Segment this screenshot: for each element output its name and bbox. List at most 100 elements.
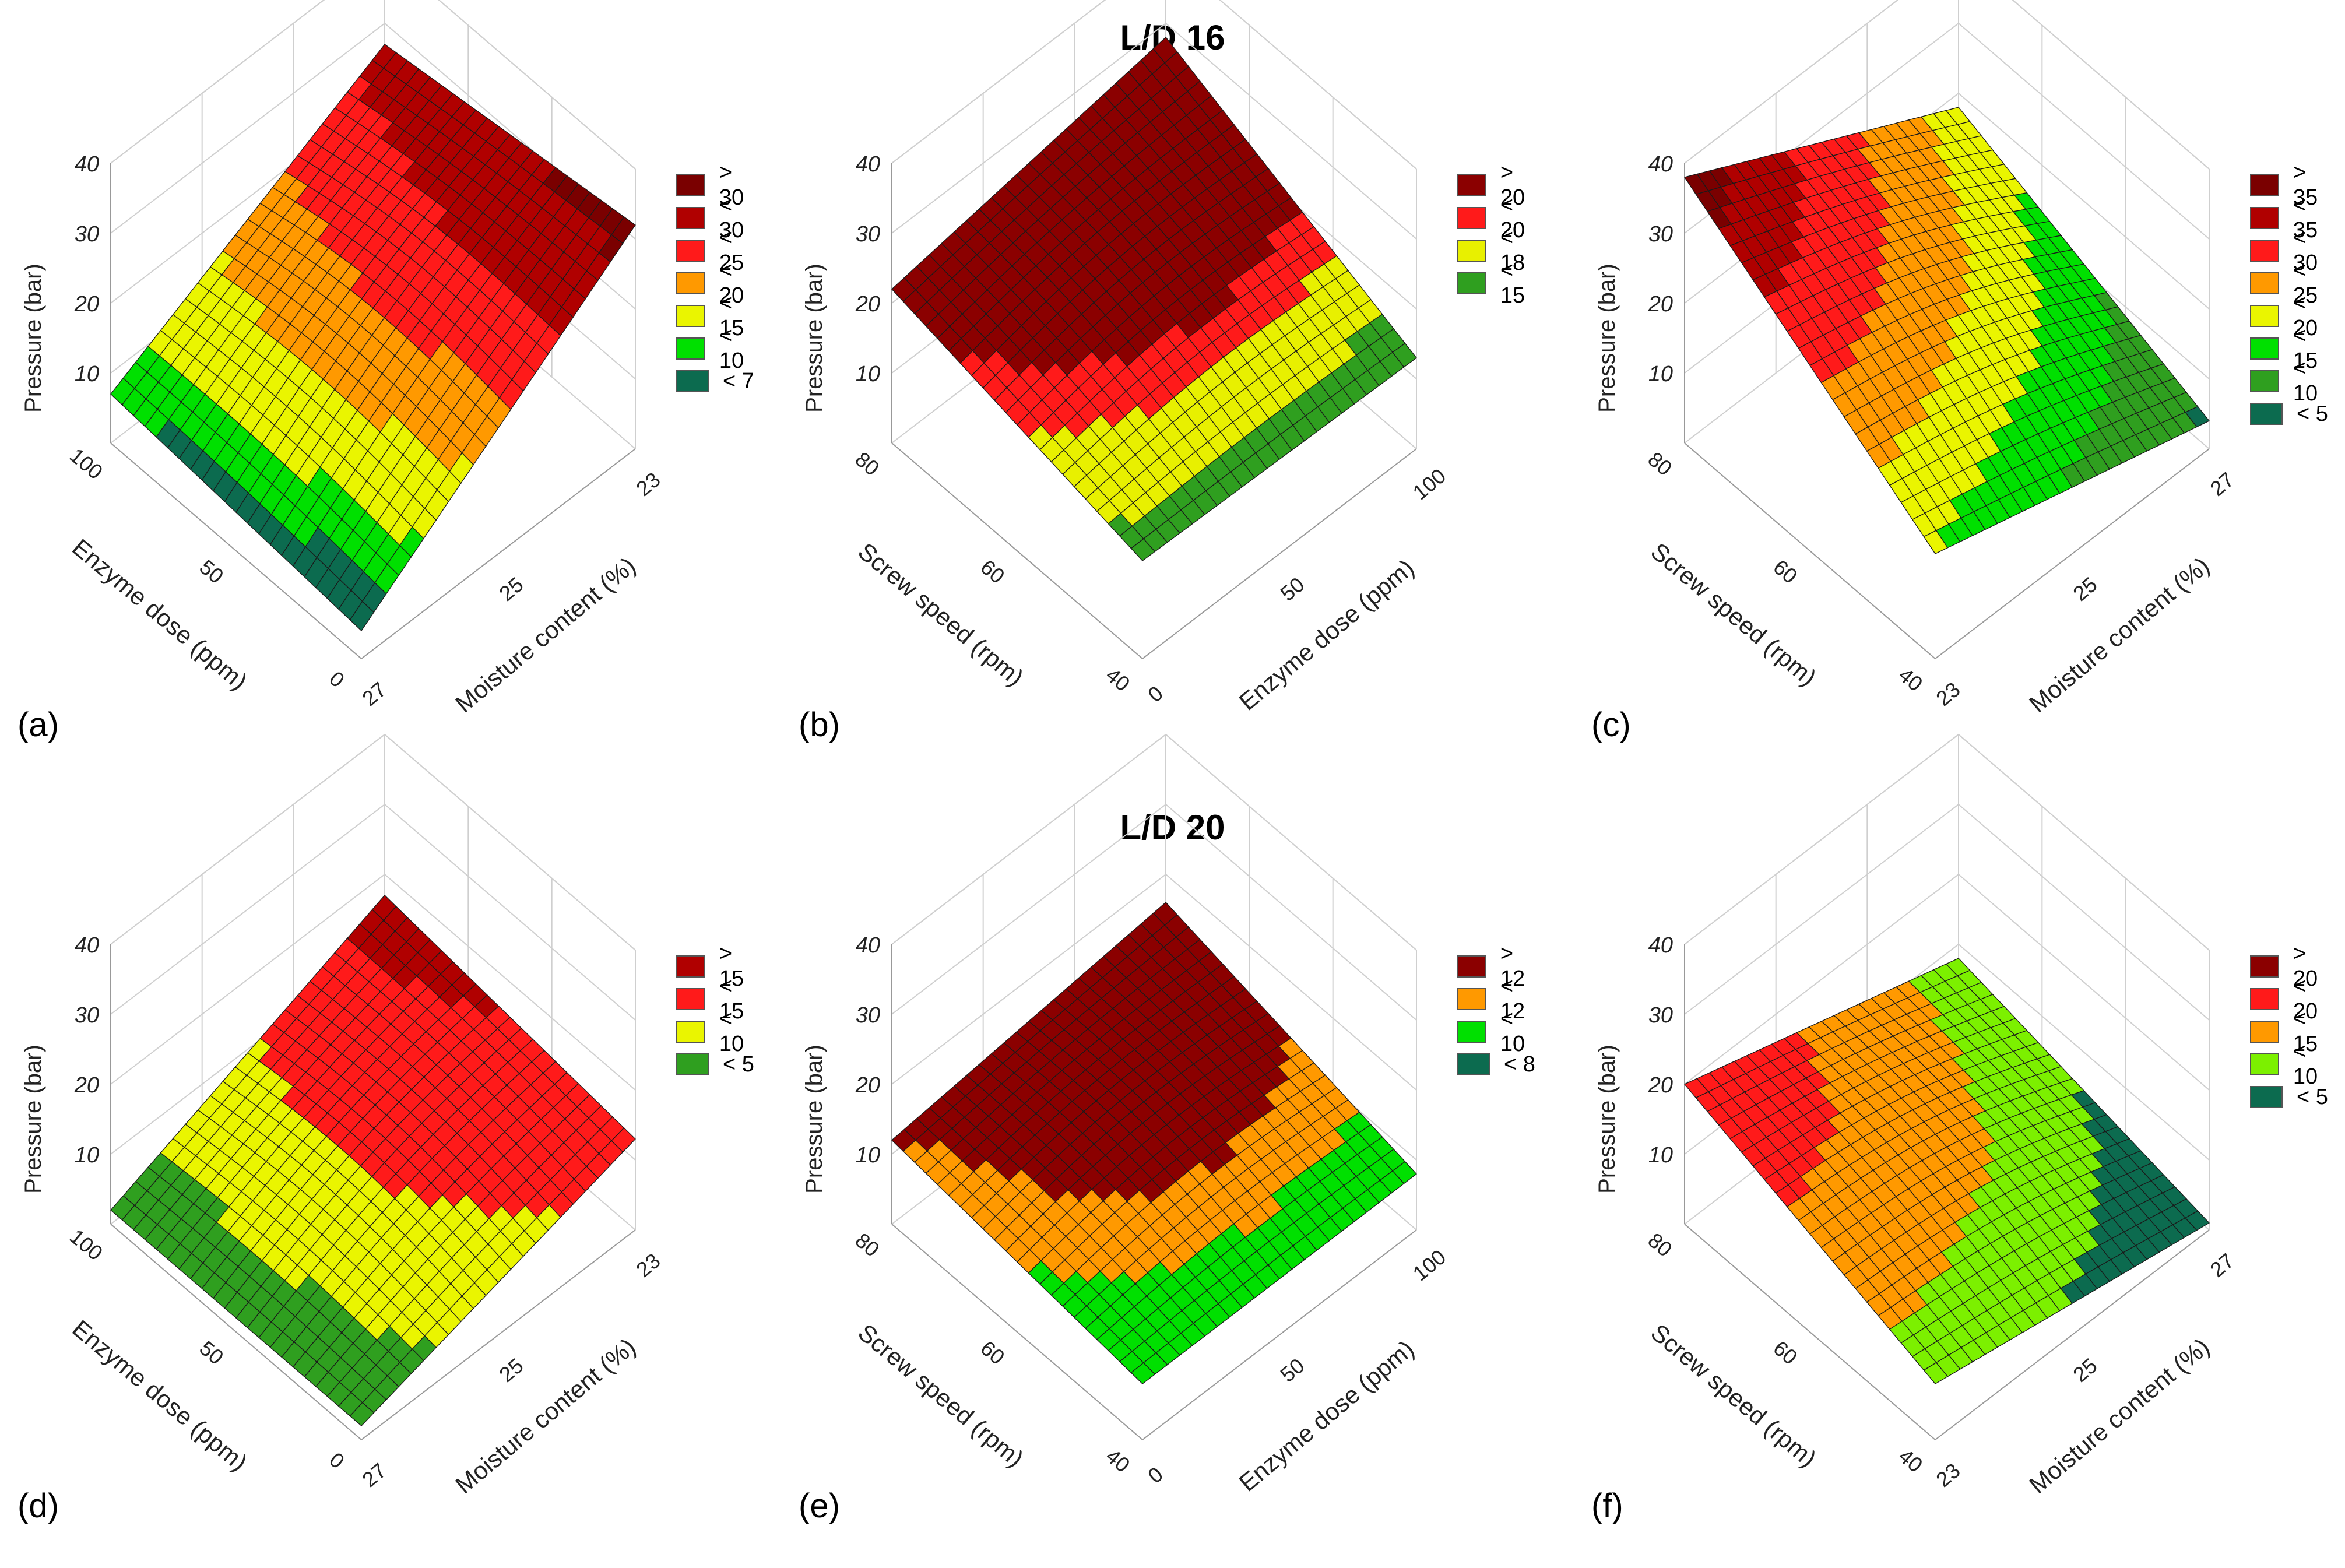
legend: > 12 < 12 < 10 < 8 — [1457, 941, 1539, 1081]
y-axis-label: Moisture content (%) — [450, 1333, 641, 1499]
z-tick-label: 30 — [75, 1003, 99, 1028]
y-axis-label: Moisture content (%) — [2024, 1333, 2214, 1499]
legend-swatch — [676, 370, 709, 392]
legend-item: < 7 — [676, 365, 758, 398]
legend-item: < 10 — [2250, 1039, 2332, 1089]
panel-label: (e) — [799, 1487, 840, 1525]
legend-swatch — [2250, 370, 2279, 392]
surface-cell — [2185, 406, 2210, 428]
base-edge — [361, 1229, 636, 1440]
legend-label: < 15 — [2293, 324, 2318, 373]
surface-svg: Pressure (bar) 10 20 30 40 100 50 0 Enzyme dose … — [20, 733, 665, 1499]
legend-swatch — [2250, 337, 2279, 360]
legend-label: < 8 — [1504, 1052, 1535, 1077]
y-tick-label: 27 — [357, 1458, 391, 1492]
z-tick-label: 10 — [856, 1143, 880, 1168]
surface-svg: Pressure (bar) 10 20 30 40 80 60 40 Screw speed … — [801, 733, 1450, 1497]
surface-cell — [1392, 343, 1417, 368]
z-tick-label: 10 — [1648, 1143, 1673, 1168]
base-edge — [1142, 1229, 1417, 1440]
surface-mesh — [891, 37, 1417, 561]
x-tick-label: 40 — [1102, 663, 1135, 696]
legend-swatch — [676, 272, 705, 294]
surface-cell — [2185, 1210, 2210, 1231]
y-tick-label: 100 — [1408, 1244, 1450, 1285]
base-edge — [1935, 448, 2210, 659]
x-axis-label: Enzyme dose (ppm) — [67, 1314, 252, 1476]
legend-label: < 10 — [719, 324, 744, 373]
legend-swatch — [676, 1021, 705, 1043]
x-axis-label: Enzyme dose (ppm) — [67, 533, 252, 695]
legend-item: > 12 — [1457, 941, 1539, 991]
z-axis-label: Pressure (bar) — [20, 263, 46, 413]
legend-label: < 35 — [2293, 193, 2318, 242]
legend-label: < 5 — [723, 1052, 754, 1077]
surface-cell — [611, 1127, 636, 1153]
y-tick-label: 23 — [1931, 1458, 1964, 1492]
legend-swatch — [676, 174, 705, 196]
z-tick-label: 30 — [1648, 1003, 1673, 1028]
legend-label: < 20 — [2293, 291, 2318, 340]
legend-swatch — [2250, 988, 2279, 1010]
y-tick-label: 0 — [1143, 681, 1168, 706]
z-tick-label: 30 — [1648, 222, 1673, 247]
surface-svg: Pressure (bar) 10 20 30 40 80 60 40 Screw speed … — [1594, 733, 2238, 1499]
legend-swatch — [1457, 174, 1486, 196]
panel-label: (b) — [799, 706, 840, 744]
x-tick-label: 40 — [1894, 663, 1928, 696]
x-tick-label: 60 — [976, 1336, 1010, 1369]
y-tick-label: 23 — [1931, 677, 1964, 711]
panel-label: (a) — [17, 706, 59, 744]
z-axis-label: Pressure (bar) — [1594, 1045, 1620, 1194]
legend-swatch — [676, 955, 705, 978]
y-axis-label: Moisture content (%) — [2024, 551, 2214, 718]
base-edge — [891, 1224, 1143, 1440]
legend-swatch — [1457, 988, 1486, 1010]
z-tick-label: 20 — [1648, 292, 1673, 317]
legend-label: < 5 — [2297, 401, 2328, 426]
legend-item: < 5 — [2250, 398, 2332, 430]
legend-item: < 10 — [1457, 1007, 1539, 1056]
panel-label: (c) — [1591, 706, 1631, 744]
legend-label: < 15 — [719, 291, 744, 340]
x-tick-label: 80 — [851, 1228, 884, 1261]
x-tick-label: 50 — [195, 1336, 228, 1369]
surface-mesh — [1683, 958, 2210, 1384]
base-edge — [891, 442, 1143, 659]
legend-swatch — [676, 988, 705, 1010]
surface-mesh — [110, 44, 636, 631]
legend-label: < 25 — [719, 226, 744, 275]
legend-swatch — [2250, 403, 2283, 425]
legend: > 20 < 20 < 18 < 15 — [1457, 160, 1539, 308]
z-axis-label: Pressure (bar) — [801, 1045, 827, 1194]
x-tick-label: 80 — [1644, 447, 1677, 480]
legend-item: < 20 — [1457, 193, 1539, 242]
z-tick-label: 10 — [75, 1143, 99, 1168]
legend-item: < 18 — [1457, 226, 1539, 275]
base-edge — [1142, 448, 1417, 659]
panel-label: (f) — [1591, 1487, 1623, 1525]
legend-item: > 30 — [676, 160, 758, 210]
z-tick-label: 40 — [856, 933, 880, 958]
base-edge — [1684, 442, 1936, 659]
legend-label: < 5 — [2297, 1084, 2328, 1109]
x-tick-label: 100 — [65, 1224, 107, 1265]
x-axis-label: Screw speed (rpm) — [853, 1319, 1029, 1472]
y-tick-label: 27 — [2205, 1249, 2238, 1282]
z-tick-label: 40 — [1648, 933, 1673, 958]
legend-label: < 20 — [719, 258, 744, 308]
legend-item: < 25 — [676, 226, 758, 275]
z-axis-label: Pressure (bar) — [20, 1045, 46, 1194]
z-tick-label: 30 — [856, 1003, 880, 1028]
z-tick-label: 10 — [1648, 362, 1673, 386]
x-tick-label: 80 — [1644, 1228, 1677, 1261]
legend-swatch — [1457, 955, 1486, 978]
legend-item: < 15 — [2250, 324, 2332, 373]
x-tick-label: 50 — [195, 555, 228, 588]
legend-item: > 35 — [2250, 160, 2332, 210]
legend-label: < 15 — [2293, 1007, 2318, 1056]
z-axis-label: Pressure (bar) — [801, 263, 827, 413]
legend-item: < 10 — [676, 1007, 758, 1056]
x-tick-label: 40 — [1102, 1444, 1135, 1477]
legend-item: < 12 — [1457, 974, 1539, 1024]
